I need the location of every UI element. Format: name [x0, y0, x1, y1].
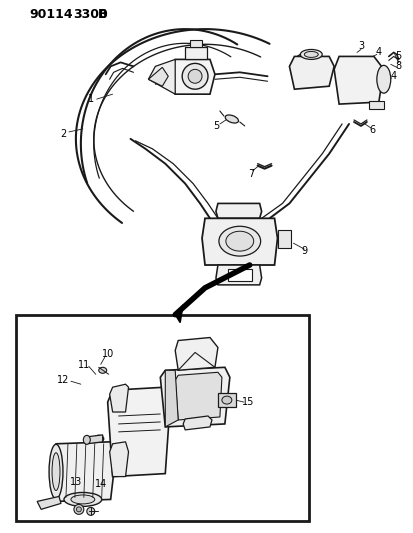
Text: 5: 5	[395, 51, 401, 61]
Text: 10: 10	[101, 350, 114, 359]
Ellipse shape	[182, 63, 207, 89]
Ellipse shape	[83, 435, 90, 445]
Text: 7: 7	[248, 168, 254, 179]
Bar	[368, 101, 383, 109]
Ellipse shape	[218, 227, 260, 256]
Text: 8: 8	[395, 61, 401, 71]
Text: 5: 5	[212, 121, 218, 131]
Polygon shape	[175, 372, 221, 420]
Text: 2: 2	[60, 129, 66, 139]
Circle shape	[74, 504, 83, 514]
Bar	[16, 314, 309, 521]
Text: 11: 11	[78, 360, 90, 370]
Text: 3: 3	[357, 42, 363, 52]
Text: 14: 14	[94, 479, 107, 489]
Polygon shape	[87, 435, 102, 444]
Circle shape	[76, 507, 81, 512]
Polygon shape	[107, 387, 170, 477]
Bar	[217, 393, 235, 407]
Text: 90114: 90114	[29, 8, 73, 21]
Ellipse shape	[376, 66, 390, 93]
Polygon shape	[216, 265, 261, 285]
Polygon shape	[170, 59, 214, 94]
Polygon shape	[160, 367, 229, 427]
Circle shape	[87, 507, 95, 515]
Ellipse shape	[93, 435, 103, 442]
Text: 6: 6	[369, 125, 375, 135]
Ellipse shape	[98, 367, 107, 373]
Ellipse shape	[225, 115, 238, 123]
Text: 1: 1	[88, 94, 94, 104]
Polygon shape	[165, 370, 178, 427]
Polygon shape	[183, 416, 211, 430]
Ellipse shape	[71, 495, 95, 504]
Polygon shape	[175, 337, 217, 370]
Ellipse shape	[188, 69, 202, 83]
Polygon shape	[109, 442, 128, 477]
Ellipse shape	[52, 453, 60, 490]
Ellipse shape	[304, 52, 318, 58]
Bar	[190, 39, 202, 47]
Text: B: B	[97, 8, 107, 21]
Bar	[185, 47, 206, 59]
Polygon shape	[175, 305, 183, 322]
Polygon shape	[289, 56, 333, 89]
Text: 4: 4	[390, 71, 396, 82]
Text: 4: 4	[375, 47, 381, 58]
Ellipse shape	[300, 50, 321, 59]
Text: 13: 13	[70, 477, 82, 487]
Text: 15: 15	[241, 397, 253, 407]
Text: 3300: 3300	[73, 8, 107, 21]
Ellipse shape	[96, 437, 101, 441]
Polygon shape	[37, 496, 61, 510]
Polygon shape	[216, 204, 261, 219]
Text: 12: 12	[57, 375, 69, 385]
Polygon shape	[148, 67, 168, 86]
Bar	[277, 230, 291, 248]
Ellipse shape	[64, 492, 102, 506]
Polygon shape	[51, 442, 115, 502]
Polygon shape	[202, 219, 277, 265]
Text: 9: 9	[301, 246, 307, 256]
Ellipse shape	[221, 396, 231, 404]
Bar	[227, 269, 251, 281]
Ellipse shape	[49, 445, 63, 499]
Polygon shape	[148, 59, 175, 94]
Polygon shape	[333, 56, 383, 104]
Polygon shape	[109, 384, 128, 412]
Ellipse shape	[225, 231, 253, 251]
